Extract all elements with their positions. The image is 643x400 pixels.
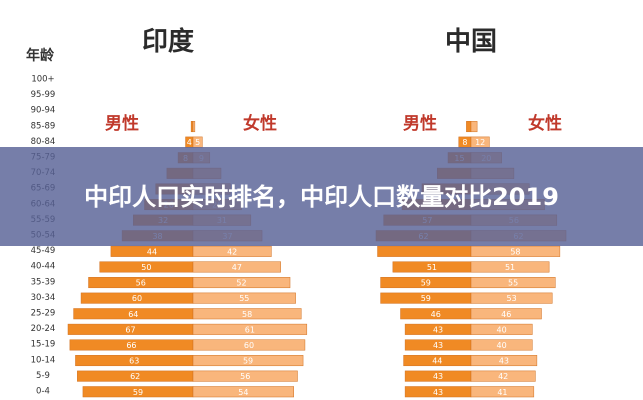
female-value-label: 46: [501, 310, 511, 319]
female-value-label: 41: [497, 388, 507, 397]
male-value-label: 60: [132, 294, 142, 303]
female-value-label: 51: [505, 263, 515, 272]
female-value-label: 56: [240, 372, 250, 381]
china-chart-title: 中国: [445, 27, 497, 57]
female-value-label: 60: [244, 341, 254, 350]
male-value-label: 8: [462, 138, 467, 147]
female-value-label: 12: [475, 138, 485, 147]
male-value-label: 44: [147, 247, 157, 256]
female-value-label: 55: [239, 294, 249, 303]
male-value-label: 43: [433, 325, 443, 334]
age-tick-label: 80-84: [31, 137, 56, 147]
india-chart-title: 印度: [142, 26, 194, 57]
male-value-label: 59: [421, 279, 431, 288]
male-value-label: 62: [130, 372, 140, 381]
female-bar: [192, 261, 281, 273]
age-axis-label: 年龄: [26, 47, 55, 64]
headline-banner: 中印人口实时排名，中印人口数量对比2019: [0, 147, 643, 246]
female-value-label: 47: [232, 263, 242, 272]
female-bar: [192, 308, 302, 320]
female-value-label: 5: [195, 138, 200, 147]
age-tick-label: 40-44: [31, 262, 56, 272]
female-bar: [470, 355, 538, 367]
female-value-label: 55: [508, 279, 518, 288]
male-value-label: 43: [433, 372, 443, 381]
age-tick-label: 100+: [31, 75, 54, 85]
female-value-label: 54: [238, 388, 248, 397]
age-tick-label: 95-99: [31, 90, 56, 100]
female-bar: [470, 308, 542, 320]
male-value-label: 59: [133, 388, 143, 397]
male-value-label: 46: [431, 310, 441, 319]
female-bar: [192, 277, 291, 289]
female-value-label: 58: [510, 247, 520, 256]
male-value-label: 56: [136, 279, 146, 288]
india-legend-male: 男性: [105, 113, 139, 134]
male-value-label: 43: [433, 388, 443, 397]
age-tick-label: 30-34: [31, 293, 56, 303]
female-bar: [470, 261, 550, 273]
china-legend-female: 女性: [528, 113, 562, 134]
china-legend-male: 男性: [403, 113, 437, 134]
male-value-label: 44: [432, 357, 442, 366]
female-bar: [470, 370, 536, 382]
india-legend-female: 女性: [243, 113, 277, 134]
female-value-label: 42: [227, 247, 237, 256]
female-bar: [470, 245, 561, 257]
female-value-label: 52: [236, 279, 246, 288]
headline-text: 中印人口实时排名，中印人口数量对比2019: [84, 182, 559, 211]
female-bar: [192, 355, 304, 367]
female-bar: [192, 323, 308, 335]
male-bar: [377, 245, 472, 257]
female-bar: [192, 370, 298, 382]
female-value-label: 61: [245, 325, 255, 334]
female-value-label: 59: [243, 357, 253, 366]
age-tick-label: 85-89: [31, 121, 56, 131]
female-bar: [192, 292, 296, 304]
female-bar: [192, 386, 294, 398]
male-value-label: 43: [433, 341, 443, 350]
male-value-label: 4: [187, 138, 192, 147]
age-tick-label: 10-14: [31, 355, 56, 365]
female-value-label: 42: [498, 372, 508, 381]
female-bar: [192, 339, 306, 351]
female-bar: [470, 121, 478, 133]
female-bar: [470, 339, 533, 351]
male-value-label: 51: [427, 263, 437, 272]
male-value-label: 66: [126, 341, 136, 350]
male-value-label: 59: [421, 294, 431, 303]
female-value-label: 40: [497, 341, 507, 350]
male-value-label: 50: [141, 263, 151, 272]
age-tick-label: 25-29: [31, 309, 56, 319]
female-bar: [192, 121, 196, 133]
female-bar: [470, 323, 533, 335]
age-tick-label: 20-24: [31, 324, 56, 334]
female-value-label: 40: [497, 325, 507, 334]
female-bar: [470, 386, 535, 398]
age-tick-label: 5-9: [36, 371, 50, 381]
female-value-label: 53: [507, 294, 517, 303]
female-value-label: 43: [499, 357, 509, 366]
age-tick-label: 35-39: [31, 277, 56, 287]
male-bar: [466, 121, 472, 133]
age-tick-label: 0-4: [36, 387, 50, 397]
male-value-label: 63: [129, 357, 139, 366]
female-bar: [192, 245, 272, 257]
female-value-label: 58: [242, 310, 252, 319]
male-value-label: 64: [128, 310, 138, 319]
male-bar: [190, 121, 194, 133]
age-tick-label: 15-19: [31, 340, 56, 350]
female-bar: [470, 277, 556, 289]
female-bar: [470, 292, 553, 304]
male-value-label: 67: [125, 325, 135, 334]
age-tick-label: 90-94: [31, 106, 56, 116]
age-tick-label: 45-49: [31, 246, 56, 256]
